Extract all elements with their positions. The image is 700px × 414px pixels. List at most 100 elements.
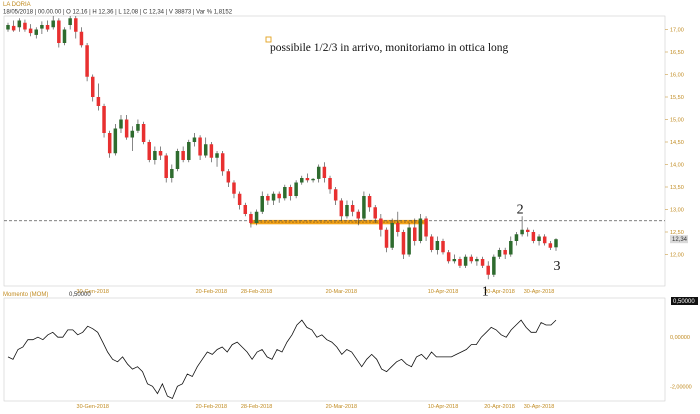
x-tick-label: 28-Feb-2018 [241, 404, 273, 410]
candle-down [531, 232, 536, 241]
candle-up [215, 153, 219, 158]
price-y-tick-label: 13,00 [670, 208, 684, 214]
candle-down [384, 229, 389, 248]
x-tick-label: 20-Feb-2018 [196, 289, 228, 295]
candle-down [480, 259, 485, 266]
wave-label-1: 1 [482, 284, 489, 299]
candle-down [85, 45, 89, 77]
price-y-tick-label: 14,00 [670, 163, 684, 169]
candle-up [435, 241, 440, 250]
candle-up [520, 229, 524, 235]
candle-up [40, 25, 44, 29]
candle-up [554, 239, 558, 248]
candle-up [260, 196, 264, 212]
candle-up [492, 256, 496, 275]
candle-down [288, 187, 293, 196]
candle-down [232, 182, 236, 194]
candle-up [187, 142, 191, 160]
annotation-marker [265, 36, 272, 43]
candle-down [124, 119, 129, 138]
price-y-tick-label: 16,00 [670, 73, 684, 79]
candle-down [548, 243, 553, 248]
candlestick-series [6, 16, 558, 280]
candle-down [11, 25, 16, 31]
candle-down [396, 223, 400, 232]
candle-up [390, 223, 394, 248]
candle-down [23, 22, 27, 30]
candle-down [424, 218, 428, 237]
momentum-badge-label: 0,50000 [673, 299, 695, 305]
wave-label-3: 3 [554, 259, 561, 274]
candle-up [300, 178, 304, 183]
candle-down [102, 106, 106, 133]
candle-up [362, 196, 366, 219]
candle-down [164, 155, 168, 178]
candle-up [113, 128, 118, 154]
x-tick-label: 20-Feb-2018 [196, 404, 228, 410]
candle-down [107, 133, 112, 154]
candle-up [153, 151, 157, 160]
x-tick-label: 30-Apr-2018 [524, 404, 555, 410]
momentum-line [7, 319, 557, 400]
candle-down [181, 151, 185, 160]
candle-up [537, 236, 541, 241]
candle-up [514, 234, 519, 241]
momentum-badge [671, 297, 698, 305]
candle-down [277, 193, 281, 199]
candle-up [62, 29, 67, 43]
candle-down [350, 205, 355, 212]
candle-down [74, 18, 78, 32]
candle-up [345, 205, 349, 217]
price-y-tick-label: 13,50 [670, 185, 684, 191]
candle-up [294, 182, 298, 196]
price-y-tick-label: 14,50 [670, 140, 684, 146]
price-x-axis: 30-Gen-2018 20-Feb-2018 28-Feb-2018 20-Mar-… [77, 289, 555, 295]
candle-up [51, 20, 55, 28]
candle-down [379, 218, 383, 230]
candle-up [6, 25, 10, 30]
candle-down [198, 137, 202, 156]
candle-down [503, 250, 507, 255]
momentum-y-axis: 0,00000 -2,00000 [670, 335, 692, 390]
candle-up [17, 20, 22, 28]
candle-up [463, 256, 468, 266]
x-tick-label: 10-Apr-2018 [428, 404, 459, 410]
momentum-x-axis: 30-Gen-2018 20-Feb-2018 28-Feb-2018 20-Mar-… [77, 404, 555, 410]
candle-down [243, 205, 248, 214]
candle-down [356, 211, 361, 219]
candle-up [119, 119, 123, 129]
candle-up [283, 187, 287, 199]
candle-down [401, 232, 406, 255]
ohlc-readout: 18/05/2018 | 00.00.00 | O 12,16 | H 12,3… [3, 10, 233, 16]
momentum-y-tick-label: -2,00000 [670, 384, 692, 390]
candle-up [192, 137, 197, 142]
candle-up [407, 227, 411, 255]
x-tick-label: 30-Apr-2018 [524, 289, 555, 295]
x-tick-label: 20-Apr-2018 [484, 289, 515, 295]
candle-down [158, 151, 163, 156]
price-y-tick-label: 16,50 [670, 50, 684, 56]
chart-title: LA DORIA [3, 2, 31, 8]
candle-down [79, 31, 84, 46]
candle-down [45, 25, 50, 30]
candle-up [497, 250, 502, 257]
candle-down [226, 171, 231, 183]
candle-down [328, 178, 332, 190]
price-y-tick-label: 15,00 [670, 118, 684, 124]
candle-up [509, 241, 513, 255]
candle-down [526, 229, 530, 232]
wave-label-2: 2 [517, 202, 524, 217]
candle-down [141, 124, 146, 142]
candle-down [413, 227, 417, 241]
price-panel-frame [3, 15, 666, 287]
price-y-axis: 17,00 16,50 16,00 15,50 15,00 14,50 14,00 13,50… [665, 28, 684, 259]
candle-down [237, 193, 242, 205]
candle-down [469, 256, 474, 262]
candle-down [147, 142, 151, 160]
x-tick-label: 30-Gen-2018 [77, 404, 109, 410]
price-y-tick-label: 12,00 [670, 253, 684, 259]
x-tick-label: 20-Apr-2018 [484, 404, 515, 410]
candle-down [220, 153, 225, 172]
candle-up [418, 218, 423, 241]
